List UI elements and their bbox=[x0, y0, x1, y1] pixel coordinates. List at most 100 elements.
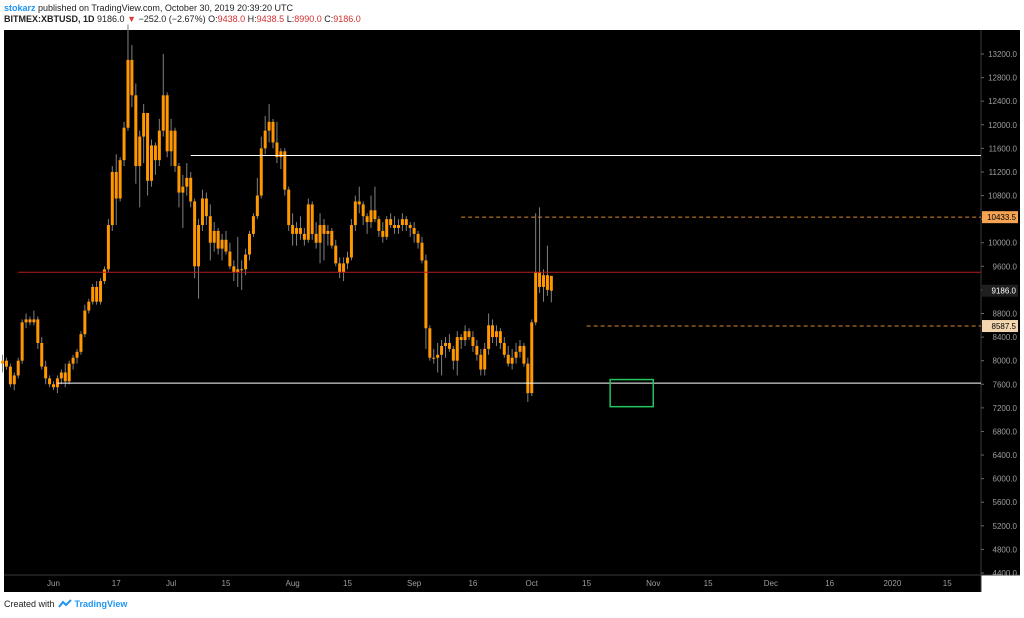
candle-body bbox=[63, 372, 67, 382]
candle-body bbox=[248, 233, 251, 255]
candle-body bbox=[518, 345, 522, 352]
symbol-interval[interactable]: BITMEX:XBTUSD, 1D bbox=[4, 14, 95, 24]
candle-body bbox=[24, 319, 28, 323]
candle-body bbox=[240, 269, 244, 271]
x-tick-label: Sep bbox=[407, 579, 422, 588]
candle-body bbox=[322, 225, 326, 234]
candle-body bbox=[538, 272, 542, 287]
down-arrow-icon: ▼ bbox=[127, 14, 136, 24]
candle-body bbox=[189, 177, 193, 202]
highlight-box[interactable] bbox=[609, 378, 655, 408]
candle-body bbox=[494, 331, 498, 338]
x-tick-label: 17 bbox=[112, 579, 121, 588]
candle-body bbox=[502, 342, 506, 355]
candle-body bbox=[236, 269, 240, 273]
low-label: L: bbox=[286, 14, 295, 24]
candle-body bbox=[432, 357, 436, 359]
candle-body bbox=[404, 219, 408, 226]
candle-body bbox=[71, 357, 75, 364]
candle-body bbox=[48, 378, 52, 385]
candle-body bbox=[267, 121, 271, 131]
price-axis[interactable] bbox=[981, 30, 1020, 575]
candle-body bbox=[251, 216, 255, 234]
candle-body bbox=[306, 204, 310, 240]
candle-body bbox=[224, 239, 228, 252]
candle-body bbox=[334, 245, 338, 264]
candle-body bbox=[91, 286, 95, 302]
high-label: H: bbox=[247, 14, 257, 24]
candle-body bbox=[295, 227, 299, 234]
open-label: O: bbox=[208, 14, 218, 24]
candle-body bbox=[444, 342, 447, 346]
candle-body bbox=[244, 254, 248, 270]
y-tick-label: 6000.0 bbox=[993, 475, 1018, 484]
candle-body bbox=[177, 166, 181, 193]
plot-area[interactable] bbox=[4, 30, 981, 575]
y-tick-label: 8000.0 bbox=[993, 357, 1018, 366]
candle-body bbox=[467, 331, 471, 338]
candle-body bbox=[318, 225, 322, 243]
candle-body bbox=[75, 351, 79, 358]
author-link[interactable]: stokarz bbox=[4, 3, 36, 13]
y-tick-label: 8400.0 bbox=[993, 333, 1018, 342]
low-value: 8990.0 bbox=[294, 14, 322, 24]
candle-body bbox=[1, 360, 5, 364]
candle-body bbox=[259, 148, 263, 196]
candle-body bbox=[153, 145, 157, 161]
candle-body bbox=[412, 227, 416, 234]
candle-body bbox=[463, 331, 467, 341]
x-tick-label: Jun bbox=[47, 579, 60, 588]
candle-body bbox=[130, 59, 134, 96]
tradingview-brand-link[interactable]: TradingView bbox=[74, 599, 128, 609]
x-tick-label: 15 bbox=[704, 579, 713, 588]
candle-body bbox=[491, 325, 495, 338]
y-tick-label: 10000.0 bbox=[988, 239, 1017, 248]
candle-body bbox=[181, 186, 185, 193]
x-tick-label: Jul bbox=[166, 579, 176, 588]
candle-body bbox=[204, 198, 208, 217]
y-tick-label: 6400.0 bbox=[993, 451, 1018, 460]
candle-body bbox=[416, 233, 420, 243]
candle-body bbox=[185, 177, 189, 187]
high-value: 9438.5 bbox=[256, 14, 285, 24]
candle-body bbox=[424, 260, 428, 329]
candle-body bbox=[291, 225, 295, 234]
open-value: 9438.0 bbox=[217, 14, 246, 24]
candle-body bbox=[549, 275, 553, 291]
last-price: 9186.0 bbox=[97, 14, 125, 24]
y-tick-label: 13200.0 bbox=[988, 50, 1017, 59]
candle-body bbox=[357, 201, 361, 205]
candle-body bbox=[271, 121, 275, 143]
candle-body bbox=[447, 342, 451, 349]
candle-body bbox=[381, 230, 385, 237]
candle-body bbox=[44, 366, 48, 379]
y-tick-label: 11600.0 bbox=[989, 144, 1018, 153]
time-axis[interactable] bbox=[4, 575, 981, 592]
candle-body bbox=[40, 342, 44, 367]
y-tick-label: 7200.0 bbox=[993, 404, 1018, 413]
candle-body bbox=[150, 145, 153, 181]
candle-body bbox=[67, 363, 71, 382]
candle-body bbox=[83, 310, 87, 335]
candle-body bbox=[506, 354, 510, 364]
y-tick-label: 10800.0 bbox=[988, 192, 1017, 201]
candle-body bbox=[365, 216, 369, 223]
candle-body bbox=[377, 219, 381, 231]
candle-body bbox=[114, 171, 118, 199]
candle-body bbox=[32, 319, 36, 323]
candle-body bbox=[59, 372, 63, 379]
created-with-text: Created with bbox=[4, 599, 55, 609]
candle-body bbox=[459, 337, 463, 341]
y-tick-label: 11200.0 bbox=[989, 168, 1018, 177]
candle-body bbox=[389, 219, 393, 226]
candle-body bbox=[79, 334, 83, 352]
candle-body bbox=[20, 322, 24, 361]
candle-body bbox=[118, 160, 122, 199]
change-value: −252.0 (−2.67%) bbox=[138, 14, 206, 24]
candle-body bbox=[498, 331, 502, 343]
x-tick-label: 2020 bbox=[883, 579, 901, 588]
candle-body bbox=[4, 360, 8, 367]
candle-body bbox=[428, 328, 432, 358]
candle-body bbox=[451, 348, 455, 361]
